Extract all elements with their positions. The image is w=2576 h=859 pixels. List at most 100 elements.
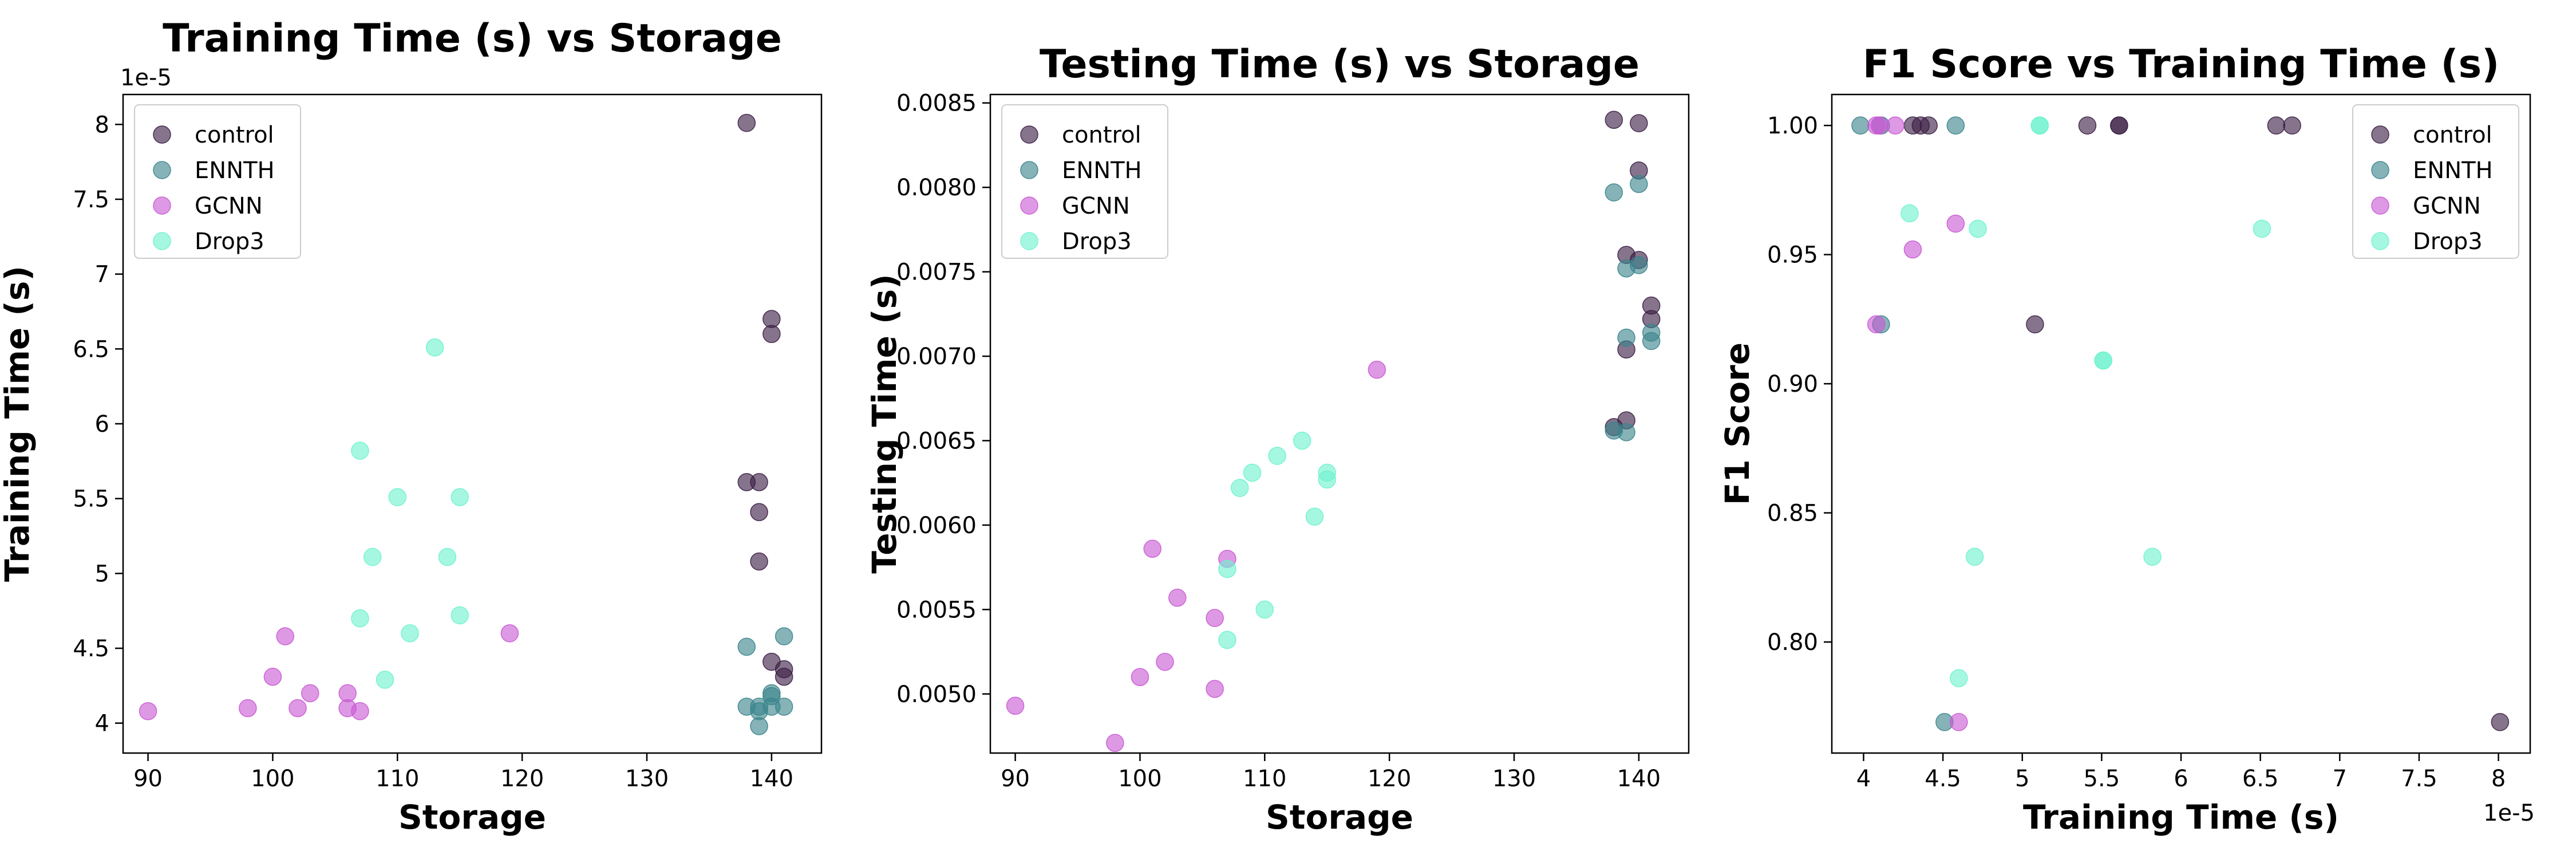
data-point-control: [2267, 116, 2286, 135]
data-point-drop3: [1218, 631, 1236, 649]
y-tick-label: 0.0060: [896, 513, 977, 539]
data-point-ennth: [775, 627, 793, 645]
data-point-ennth: [1642, 332, 1661, 350]
x-tick-label: 8: [2491, 766, 2506, 792]
data-point-ennth: [750, 717, 768, 735]
data-point-gcnn: [1903, 240, 1922, 259]
data-point-gcnn: [1870, 116, 1888, 135]
data-point-gcnn: [1168, 588, 1187, 607]
legend-label-control: control: [195, 122, 274, 148]
legend-marker-gcnn: [153, 196, 171, 215]
data-point-drop3: [388, 488, 407, 506]
y-axis-label: Testing Time (s): [865, 274, 904, 573]
legend-marker-drop3: [153, 232, 171, 250]
data-point-gcnn: [276, 627, 294, 645]
data-point-drop3: [1218, 559, 1236, 578]
y-tick-label: 0.0055: [896, 597, 977, 623]
data-point-control: [762, 325, 781, 343]
legend-marker-ennth: [1020, 161, 1038, 179]
data-point-ennth: [1617, 423, 1635, 442]
x-tick-label: 7: [2333, 766, 2347, 792]
data-point-drop3: [2030, 116, 2049, 135]
data-point-drop3: [1230, 479, 1249, 497]
data-point-drop3: [451, 488, 469, 506]
data-point-gcnn: [1143, 539, 1161, 558]
legend-label-control: control: [1062, 122, 1141, 148]
y-tick-label: 0.0070: [896, 344, 977, 370]
x-tick-label: 7.5: [2401, 766, 2437, 792]
data-point-ennth: [1605, 183, 1623, 202]
data-point-control: [2078, 116, 2097, 135]
y-tick-label: 0.90: [1767, 371, 1818, 397]
x-tick-label: 4.5: [1925, 766, 1961, 792]
x-tick-label: 4: [1856, 766, 1871, 792]
data-point-drop3: [1243, 463, 1262, 482]
y-tick-label: 0.95: [1767, 242, 1818, 269]
data-point-gcnn: [1946, 214, 1965, 233]
chart-panel-3: 4 4.5 5 5.5 6 6.5 7 7.5 8 0.80 0.85 0.90 0.95 1.00 1e-…: [1718, 42, 2535, 837]
data-point-gcnn: [301, 684, 319, 703]
data-point-drop3: [351, 609, 369, 628]
data-point-gcnn: [1131, 668, 1149, 687]
chart-title: F1 Score vs Training Time (s): [1863, 42, 2499, 87]
x-tick-label: 120: [1368, 766, 1411, 792]
y-tick-label: 7.5: [73, 187, 109, 213]
data-point-gcnn: [1006, 696, 1025, 715]
y-tick-label: 6: [95, 411, 109, 438]
x-tick-label: 140: [1617, 766, 1661, 792]
y-tick-label: 0.0085: [896, 90, 977, 117]
y-offset-label: 1e-5: [120, 65, 172, 91]
x-tick-label: 110: [376, 766, 419, 792]
data-point-ennth: [1851, 116, 1870, 135]
data-point-drop3: [1255, 600, 1274, 619]
chart-title: Testing Time (s) vs Storage: [1040, 42, 1639, 87]
legend-marker-control: [2371, 125, 2389, 144]
data-point-drop3: [1901, 204, 1919, 223]
x-axis-label: Storage: [398, 798, 546, 837]
y-tick-label: 0.0075: [896, 259, 977, 286]
data-point-ennth: [1617, 328, 1635, 347]
x-offset-label: 1e-5: [2483, 800, 2535, 826]
data-point-drop3: [2253, 219, 2271, 238]
legend-box: [1001, 104, 1168, 259]
data-point-control: [2283, 116, 2301, 135]
data-point-ennth: [737, 637, 756, 656]
x-tick-label: 130: [625, 766, 669, 792]
legend-label-drop3: Drop3: [2413, 228, 2483, 255]
data-point-gcnn: [1368, 360, 1386, 379]
data-point-drop3: [376, 671, 394, 689]
data-point-gcnn: [351, 702, 369, 720]
y-tick-label: 4.5: [73, 636, 109, 662]
y-tick-label: 7: [95, 262, 109, 288]
legend-label-gcnn: GCNN: [195, 193, 263, 219]
legend-label-ennth: ENNTH: [2413, 157, 2493, 184]
legend-marker-control: [153, 125, 171, 144]
x-tick-label: 100: [251, 766, 294, 792]
x-tick-label: 5: [2015, 766, 2029, 792]
legend-box: [2352, 104, 2519, 259]
data-point-drop3: [2094, 351, 2112, 370]
y-tick-label: 6.5: [73, 336, 109, 362]
legend-label-ennth: ENNTH: [1062, 157, 1142, 184]
data-point-control: [1630, 114, 1648, 132]
data-point-control: [1605, 111, 1623, 129]
data-point-control: [2026, 315, 2044, 334]
data-point-drop3: [2143, 547, 2162, 566]
legend: control ENNTH GCNN Drop3: [134, 104, 301, 259]
y-tick-label: 4: [95, 711, 109, 737]
legend-label-ennth: ENNTH: [195, 157, 275, 184]
y-tick-label: 0.0065: [896, 428, 977, 454]
data-point-control: [1919, 116, 1938, 135]
data-point-drop3: [451, 606, 469, 625]
data-point-gcnn: [239, 699, 257, 718]
data-point-drop3: [363, 547, 382, 566]
data-point-drop3: [1965, 547, 1984, 566]
y-tick-label: 5: [95, 561, 109, 587]
chart-panel-2: 90 100 110 120 130 140 0.0050 0.0055 0.0060 0.006…: [865, 42, 1690, 837]
y-tick-label: 0.85: [1767, 501, 1818, 527]
legend-marker-ennth: [153, 161, 171, 179]
data-point-drop3: [1305, 507, 1324, 526]
data-point-gcnn: [139, 702, 157, 720]
data-point-gcnn: [1950, 713, 1968, 731]
